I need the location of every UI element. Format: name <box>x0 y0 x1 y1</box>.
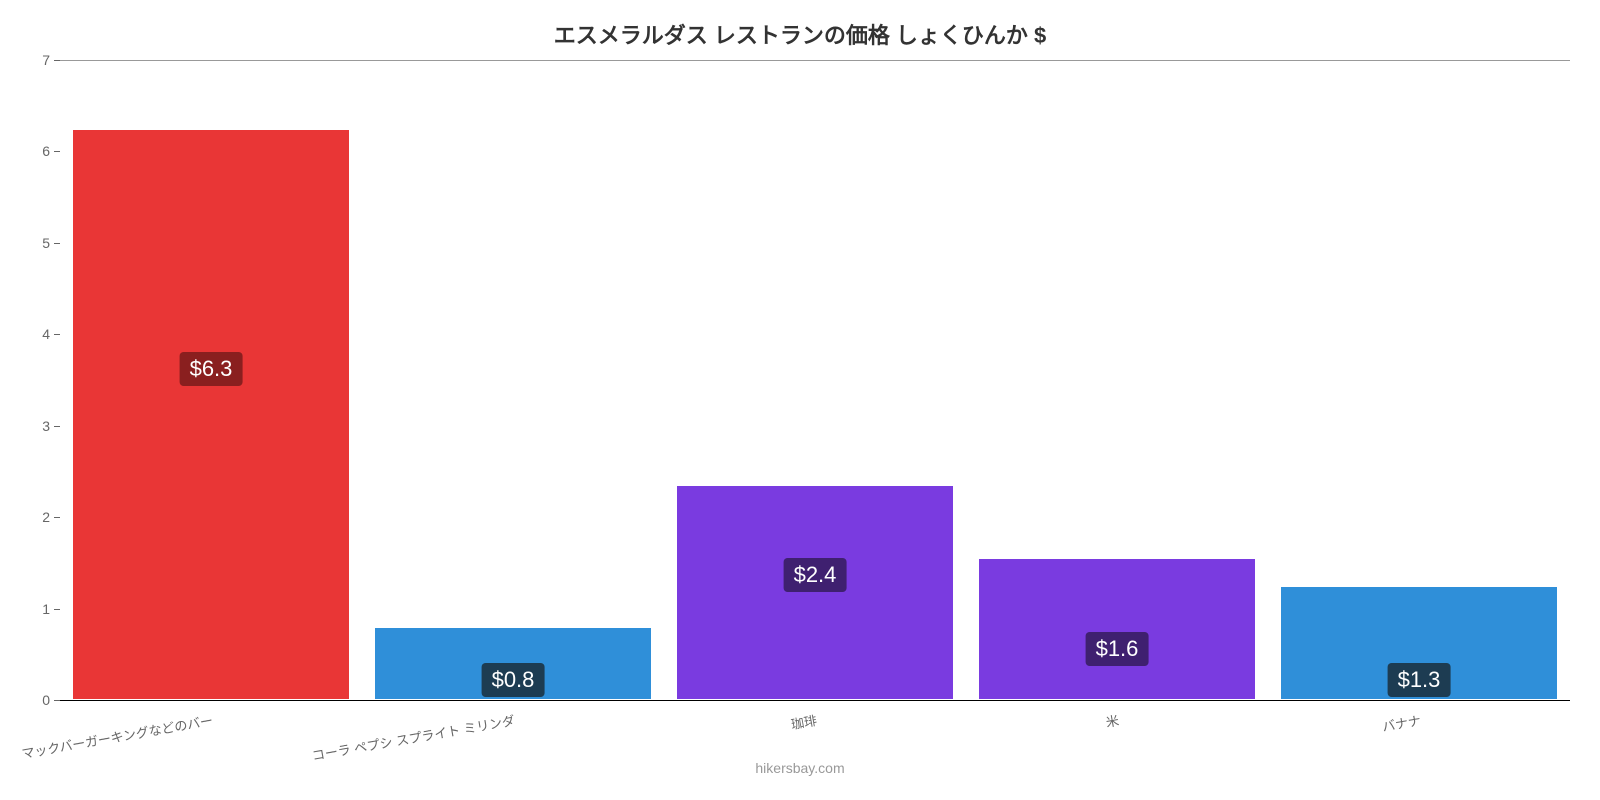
y-tick <box>54 426 60 427</box>
y-tick-label: 2 <box>10 509 50 525</box>
y-tick <box>54 609 60 610</box>
y-tick <box>54 60 60 61</box>
y-tick <box>54 243 60 244</box>
y-tick-label: 0 <box>10 692 50 708</box>
y-tick-label: 5 <box>10 235 50 251</box>
price-chart: エスメラルダス レストランの価格 しょくひんか $ hikersbay.com … <box>0 0 1600 800</box>
y-tick-label: 6 <box>10 143 50 159</box>
value-badge: $0.8 <box>482 663 545 697</box>
value-badge: $2.4 <box>784 558 847 592</box>
y-tick-label: 3 <box>10 418 50 434</box>
bar <box>978 558 1256 700</box>
y-tick <box>54 334 60 335</box>
y-tick <box>54 151 60 152</box>
bar <box>72 129 350 700</box>
bar <box>676 485 954 700</box>
y-tick-label: 1 <box>10 601 50 617</box>
y-tick-label: 4 <box>10 326 50 342</box>
value-badge: $6.3 <box>180 352 243 386</box>
value-badge: $1.6 <box>1086 632 1149 666</box>
y-tick <box>54 517 60 518</box>
chart-title: エスメラルダス レストランの価格 しょくひんか $ <box>0 18 1600 50</box>
y-tick-label: 7 <box>10 52 50 68</box>
x-axis <box>60 700 1570 701</box>
value-badge: $1.3 <box>1388 663 1451 697</box>
